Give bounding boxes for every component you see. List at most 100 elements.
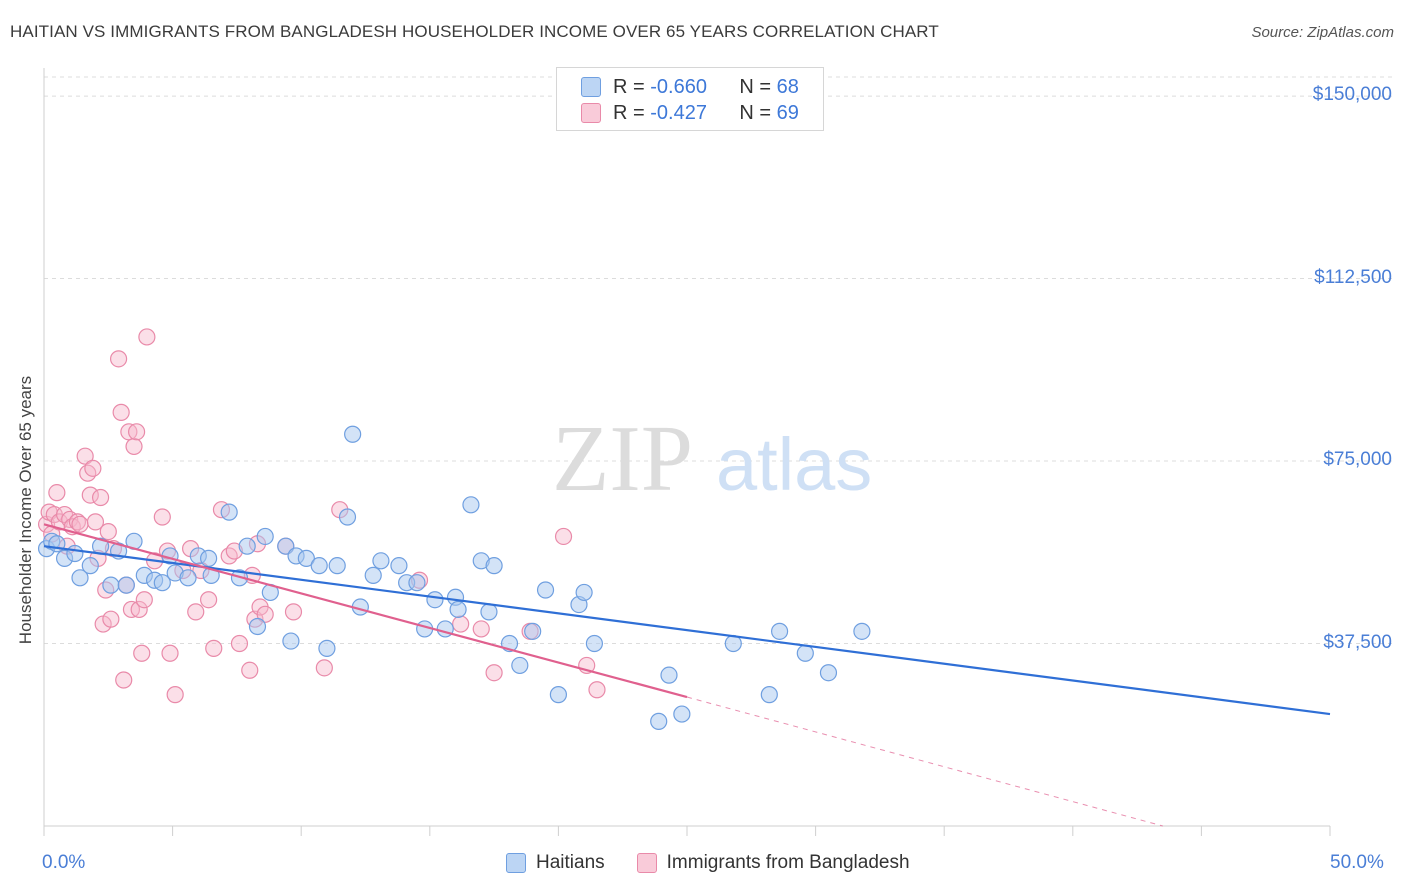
legend-r-label: R = (613, 75, 645, 98)
legend-label-haitians: Haitians (536, 852, 605, 873)
haitians-point (318, 639, 336, 657)
haitians-point (200, 549, 218, 567)
y-tick-label: $75,000 (1323, 449, 1392, 471)
haitians-point (853, 622, 871, 640)
bangladesh-point (79, 464, 97, 482)
correlation-legend: R = -0.660 N = 68 R = -0.427 N = 69 (556, 67, 824, 131)
y-tick-label: $37,500 (1323, 631, 1392, 653)
watermark-zip: ZIP (552, 407, 693, 511)
bangladesh-point (91, 488, 110, 507)
haitians-point (248, 617, 267, 636)
haitians-point (238, 537, 256, 555)
bangladesh-trend-extension (686, 696, 1163, 827)
haitians-point (102, 576, 120, 594)
bangladesh-point (99, 522, 117, 541)
haitians-point (660, 666, 678, 684)
legend-swatch-pink (581, 103, 601, 123)
haitians-point (462, 496, 480, 514)
bangladesh-point (76, 447, 94, 465)
watermark-atlas: atlas (716, 423, 872, 506)
haitians-point (819, 664, 838, 682)
legend-r-value: -0.427 (650, 101, 707, 124)
legend-item-haitians: Haitians (506, 852, 605, 874)
bangladesh-point (166, 686, 184, 704)
x-tick-max: 50.0% (1330, 852, 1384, 873)
bangladesh-point (472, 620, 490, 638)
legend-n-value: 69 (776, 101, 799, 124)
bangladesh-point (205, 639, 223, 657)
bangladesh-point (102, 610, 120, 628)
haitians-point (770, 622, 789, 640)
haitians-point (408, 574, 426, 592)
x-tick-min: 0.0% (42, 852, 86, 873)
bangladesh-point (200, 591, 218, 609)
bangladesh-point (86, 513, 105, 531)
haitians-point (282, 632, 300, 650)
haitians-point (524, 622, 542, 640)
legend-label-bangladesh: Immigrants from Bangladesh (666, 852, 910, 873)
bangladesh-point (138, 328, 156, 346)
haitians-point (338, 508, 357, 526)
bangladesh-point (71, 515, 89, 533)
bangladesh-point (115, 671, 133, 689)
bangladesh-point (256, 605, 274, 623)
legend-r-value: -0.660 (650, 75, 707, 98)
haitians-point (372, 552, 390, 570)
bangladesh-point (554, 527, 573, 546)
bangladesh-point (230, 634, 249, 653)
bangladesh-point (133, 644, 151, 662)
gridlines (44, 76, 1392, 645)
series-legend: Haitians Immigrants from Bangladesh (506, 852, 942, 874)
haitians-point (71, 569, 89, 587)
haitians-point (390, 557, 408, 575)
bangladesh-point (485, 664, 503, 682)
haitians-point (575, 583, 593, 602)
chart-title: HAITIAN VS IMMIGRANTS FROM BANGLADESH HO… (10, 22, 939, 41)
haitians-point (796, 644, 814, 662)
legend-swatch-pink (636, 853, 657, 873)
haitians-point (585, 634, 604, 653)
haitians-point (220, 503, 238, 521)
bangladesh-trend-line (43, 523, 688, 699)
bangladesh-point (161, 644, 179, 662)
haitians-point (153, 574, 171, 592)
y-axis-label-wrap: Householder Income Over 65 years (6, 300, 46, 720)
legend-n-label: N = (739, 75, 772, 98)
y-axis-label: Householder Income Over 65 years (16, 375, 35, 645)
bangladesh-point (220, 547, 238, 565)
bangladesh-point (135, 591, 153, 609)
haitians-point (344, 425, 362, 443)
bangladesh-point (112, 403, 130, 421)
haitians-point (179, 569, 197, 587)
legend-n-value: 68 (776, 75, 799, 98)
bangladesh-point (241, 661, 259, 679)
bangladesh-point (315, 659, 333, 677)
legend-r-label: R = (613, 101, 645, 124)
bangladesh-point (130, 600, 148, 619)
legend-swatch-blue (506, 853, 526, 873)
bangladesh-point (109, 350, 128, 368)
haitians-point (66, 544, 84, 563)
source-label: Source: ZipAtlas.com (1251, 24, 1394, 41)
bangladesh-point (48, 484, 66, 502)
haitians-point (449, 600, 467, 619)
haitians-trend-line (43, 545, 1331, 716)
legend-n-label: N = (739, 101, 772, 124)
axes (43, 68, 1331, 836)
haitians-point (117, 576, 135, 594)
y-tick-label: $150,000 (1312, 84, 1392, 106)
haitians-point (760, 686, 778, 704)
legend-item-bangladesh: Immigrants from Bangladesh (636, 852, 910, 874)
bangladesh-point (125, 437, 143, 456)
haitians-point (485, 557, 503, 575)
haitians-point (426, 591, 444, 609)
bangladesh-point (588, 681, 606, 699)
legend-swatch-blue (581, 77, 601, 97)
haitians-point (297, 549, 315, 567)
trend-lines (43, 523, 1331, 827)
haitians-point (256, 527, 274, 546)
bangladesh-point (55, 505, 74, 524)
bangladesh-point (153, 508, 171, 526)
haitians-point (310, 557, 328, 575)
